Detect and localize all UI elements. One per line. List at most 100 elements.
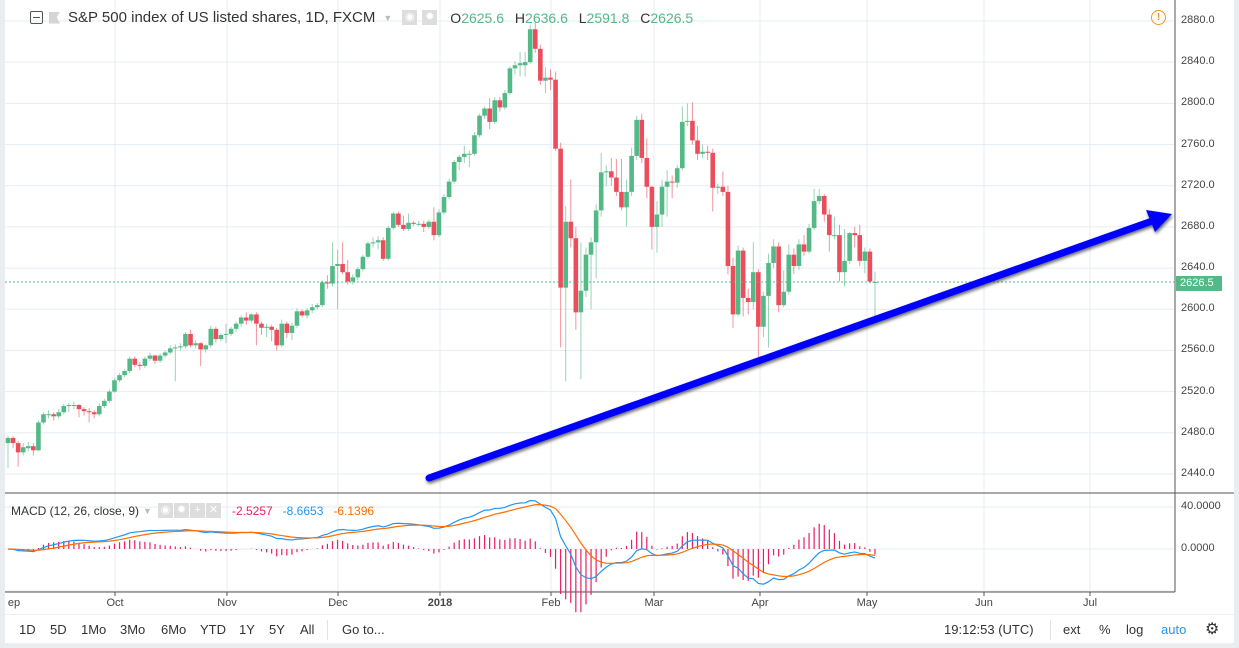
chevron-down-icon[interactable]: ▼ [383, 12, 393, 23]
plus-icon[interactable]: + [189, 503, 205, 518]
flag-icon[interactable] [49, 11, 60, 24]
candle [91, 410, 97, 419]
candle [299, 309, 305, 318]
alert-icon[interactable]: ! [1151, 10, 1166, 25]
macd-line-value: -8.6653 [282, 503, 324, 518]
high-label: H [514, 9, 526, 26]
percent-toggle[interactable]: % [1099, 622, 1111, 637]
auto-toggle[interactable]: auto [1161, 622, 1187, 637]
candle [502, 89, 508, 110]
candle [406, 213, 411, 232]
candle-body [370, 242, 376, 244]
candle-body [720, 186, 726, 192]
range-all[interactable]: All [300, 622, 315, 637]
candle-body [391, 213, 396, 228]
candle [431, 207, 437, 241]
candle [857, 224, 863, 267]
candle [314, 303, 320, 310]
candle-body [162, 352, 168, 356]
candle [852, 226, 857, 248]
macd-title[interactable]: MACD (12, 26, close, 9) [11, 503, 140, 518]
candle [771, 239, 776, 269]
range-5y[interactable]: 5Y [269, 622, 285, 637]
candle [269, 324, 274, 342]
candle-body [497, 100, 503, 108]
gear-icon[interactable]: ✹ [173, 503, 189, 518]
range-ytd[interactable]: YTD [200, 622, 226, 637]
candle [421, 220, 427, 233]
log-toggle[interactable]: log [1126, 622, 1144, 637]
candle-body [193, 343, 198, 346]
price-axis-label: 2560.0 [1181, 343, 1215, 356]
goto-button[interactable]: Go to... [342, 622, 385, 637]
candle [218, 332, 224, 342]
range-1y[interactable]: 1Y [239, 622, 255, 637]
candle [71, 401, 77, 410]
candle [208, 325, 214, 348]
candle [25, 442, 31, 452]
macd-signal-value: -6.1396 [333, 503, 375, 518]
candle-body [345, 272, 350, 282]
candle [598, 152, 604, 217]
candle-body [411, 222, 416, 224]
eye-icon[interactable]: ◉ [402, 10, 418, 25]
candle-body [5, 437, 11, 444]
range-1d[interactable]: 1D [19, 622, 36, 637]
candle [451, 159, 457, 184]
candle [593, 204, 599, 279]
candle [304, 308, 310, 319]
ext-toggle[interactable]: ext [1063, 622, 1081, 637]
candle [102, 398, 107, 409]
candle-body [502, 93, 508, 108]
settings-gear-icon[interactable]: ⚙ [1205, 621, 1220, 638]
macd-axis-label: 0.0000 [1181, 542, 1215, 554]
candle-body [553, 79, 558, 149]
price-axis-label: 2840.0 [1181, 55, 1215, 68]
price-axis-label: 2600.0 [1181, 302, 1215, 315]
candle [178, 343, 183, 351]
candle [320, 280, 325, 308]
candle [609, 157, 614, 186]
candle-body [385, 227, 391, 259]
low-label: L [578, 9, 587, 26]
symbol-title[interactable]: S&P 500 index of US listed shares, 1D, F… [68, 9, 376, 26]
candle-body [127, 358, 132, 372]
candle-body [482, 108, 487, 116]
candle [624, 179, 629, 227]
candle-body [634, 119, 639, 156]
candle [41, 412, 46, 425]
candle-body [745, 297, 751, 303]
eye-icon[interactable]: ◉ [157, 503, 173, 518]
collapse-icon[interactable] [30, 11, 43, 24]
candle-body [96, 406, 102, 415]
ohlc-values: O2625.6 H2636.6 L2591.8 C2626.5 [450, 10, 700, 26]
range-3mo[interactable]: 3Mo [120, 622, 146, 637]
candle-body [680, 121, 685, 169]
range-1mo[interactable]: 1Mo [81, 622, 107, 637]
candle [664, 170, 670, 217]
gear-icon[interactable]: ✹ [422, 10, 438, 25]
arrow-head-icon [1146, 210, 1172, 232]
range-5d[interactable]: 5D [50, 622, 67, 637]
candle-body [157, 355, 163, 361]
candle-body [102, 400, 107, 407]
candle [776, 242, 781, 313]
candle [538, 44, 543, 85]
candle-body [46, 414, 51, 416]
candle-body [532, 29, 538, 49]
candle-body [426, 221, 432, 227]
close-icon[interactable]: ✕ [205, 503, 221, 518]
range-6mo[interactable]: 6Mo [161, 622, 187, 637]
candle-body [806, 227, 812, 252]
candle [238, 315, 244, 327]
chevron-down-icon[interactable]: ▼ [143, 505, 152, 516]
candle-body [299, 311, 305, 316]
candle-body [249, 314, 254, 321]
candle-body [522, 62, 528, 66]
candle [659, 179, 665, 227]
candle [583, 247, 589, 297]
candle-body [330, 266, 335, 284]
candle-body [259, 323, 264, 328]
candle [46, 410, 51, 419]
